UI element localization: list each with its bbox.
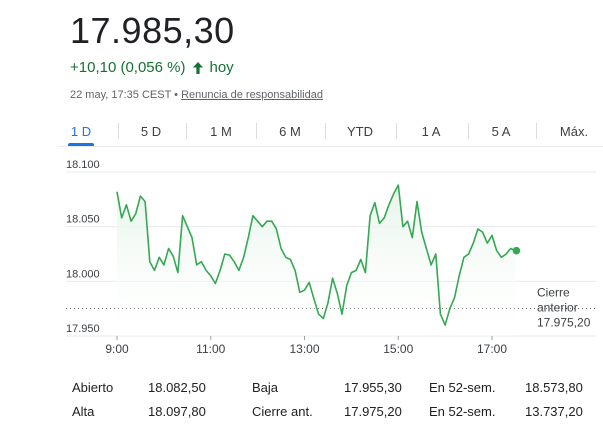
- tab-ytd[interactable]: YTD: [347, 123, 373, 139]
- price-area: [117, 185, 516, 336]
- range-tabs: 1 D 5 D 1 M 6 M YTD 1 A 5 A Máx.: [58, 118, 603, 146]
- x-tick-label: 17:00: [477, 342, 507, 356]
- stat-value: 17.955,30: [344, 380, 402, 395]
- tab-1d[interactable]: 1 D: [58, 118, 104, 146]
- price-line: [116, 184, 516, 326]
- tabs-underline: [58, 146, 603, 147]
- tab-1a[interactable]: 1 A: [421, 123, 441, 139]
- tab-divider: [536, 123, 537, 139]
- tab-divider: [468, 123, 469, 139]
- tab-divider: [118, 123, 119, 139]
- stat-label: Baja: [252, 380, 279, 395]
- stat-label: Alta: [72, 404, 95, 419]
- x-tick-label: 11:00: [196, 342, 225, 356]
- disclaimer-link[interactable]: Renuncia de responsabilidad: [181, 89, 323, 101]
- tab-5a[interactable]: 5 A: [491, 123, 511, 139]
- tab-5d[interactable]: 5 D: [140, 123, 162, 139]
- y-tick-label: 18.100: [66, 159, 100, 171]
- arrow-up-icon: [191, 61, 205, 75]
- stat-value: 18.082,50: [148, 380, 206, 395]
- quote-change-row: +10,10 (0,056 %) hoy: [70, 59, 234, 76]
- x-tick-label: 15:00: [383, 342, 413, 356]
- previous-close-value: 17.975,20: [537, 315, 591, 329]
- y-tick-label: 18.050: [66, 214, 100, 226]
- stats-row: Alta 18.097,80 Cierre ant. 17.975,20 En …: [72, 404, 592, 424]
- tab-divider: [186, 123, 187, 139]
- price-chart[interactable]: 18.100 18.050 18.000 17.950 9:00 11:00 13:00 15…: [0, 150, 603, 370]
- previous-close-label: Cierre: [537, 285, 570, 299]
- stat-value: 13.737,20: [525, 404, 583, 419]
- stat-label: En 52-sem.: [429, 380, 496, 395]
- stat-label: Cierre ant.: [252, 404, 313, 419]
- stat-value: 18.573,80: [525, 380, 583, 395]
- quote-period: hoy: [209, 59, 234, 76]
- stat-label: En 52-sem.: [429, 404, 496, 419]
- y-tick-label: 18.000: [66, 268, 100, 280]
- tab-1m[interactable]: 1 M: [210, 123, 232, 139]
- stat-value: 18.097,80: [148, 404, 206, 419]
- stat-label: Abierto: [72, 380, 114, 395]
- previous-close-label: anterior: [537, 300, 578, 314]
- quote-price: 17.985,30: [70, 10, 235, 51]
- quote-change: +10,10 (0,056 %): [70, 59, 186, 76]
- x-tick-label: 13:00: [289, 342, 319, 356]
- tab-6m[interactable]: 6 M: [279, 123, 301, 139]
- current-price-dot: [512, 246, 521, 255]
- tab-divider: [325, 123, 326, 139]
- quote-meta: 22 may, 17:35 CEST • Renuncia de respons…: [70, 89, 323, 101]
- tab-divider: [256, 123, 257, 139]
- stat-value: 17.975,20: [344, 404, 402, 419]
- stats-row: Abierto 18.082,50 Baja 17.955,30 En 52-s…: [72, 380, 592, 400]
- y-tick-label: 17.950: [66, 323, 100, 335]
- meta-separator: •: [174, 89, 179, 101]
- tab-max[interactable]: Máx.: [559, 123, 589, 139]
- tab-divider: [396, 123, 397, 139]
- quote-timestamp: 22 may, 17:35 CEST: [70, 89, 172, 101]
- x-tick-label: 9:00: [105, 342, 129, 356]
